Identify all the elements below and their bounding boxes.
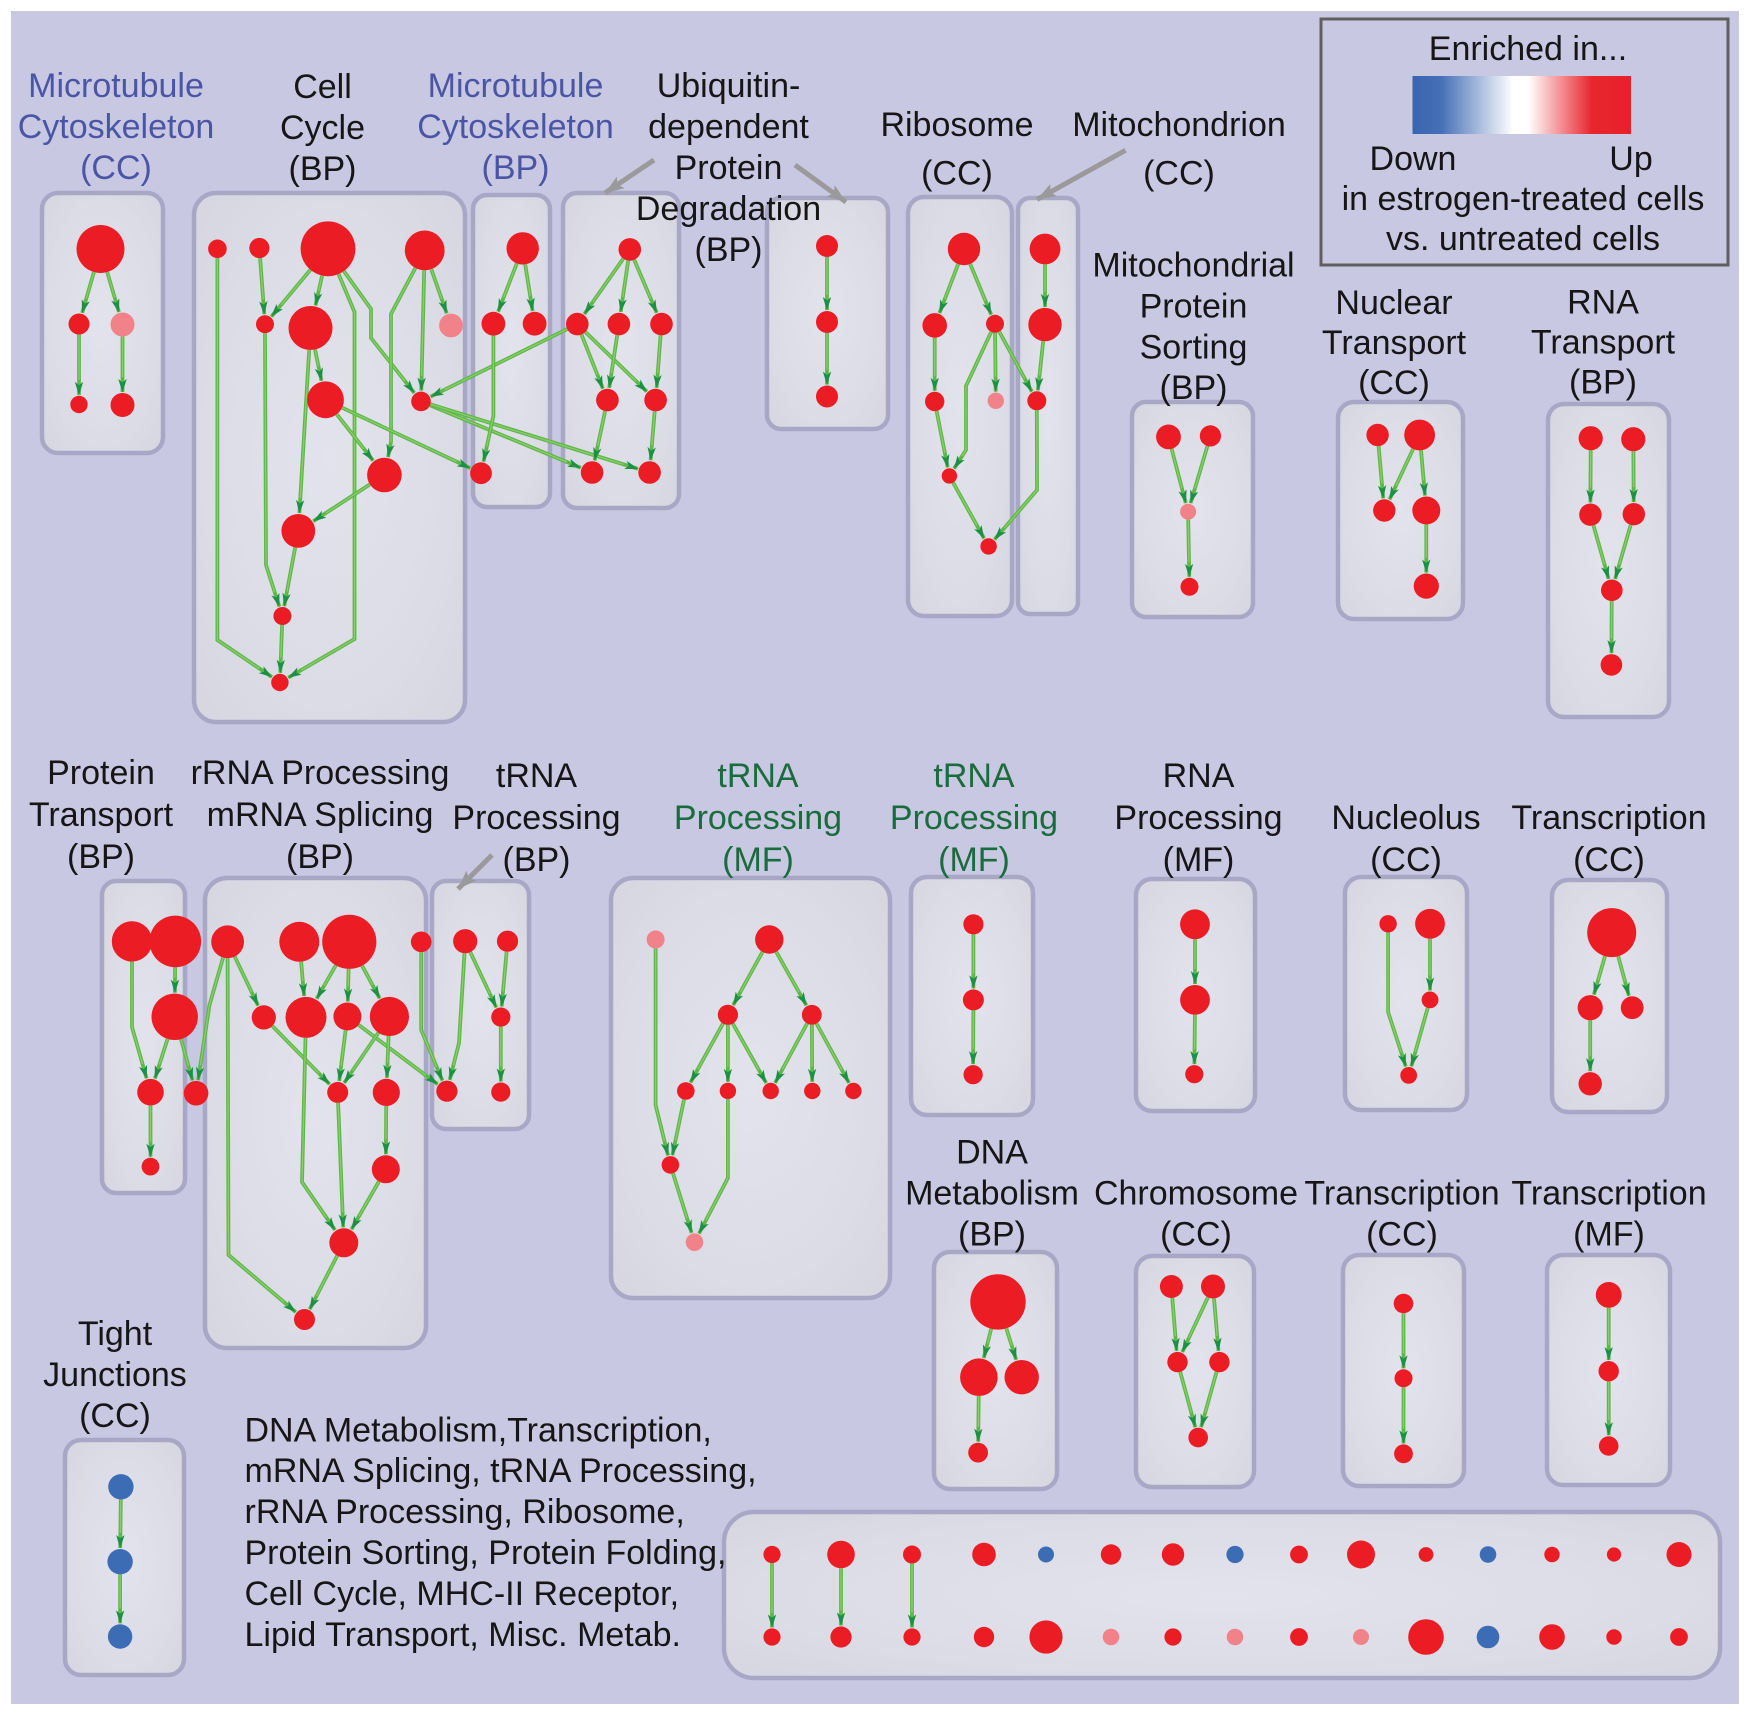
svg-text:(BP): (BP) [958, 1216, 1026, 1254]
svg-text:(BP): (BP) [482, 149, 550, 187]
svg-text:(CC): (CC) [1358, 364, 1430, 402]
svg-text:Cell: Cell [293, 68, 352, 106]
svg-text:(BP): (BP) [695, 231, 763, 269]
svg-text:Protein Sorting, Protein Foldi: Protein Sorting, Protein Folding, [245, 1534, 727, 1572]
svg-text:(MF): (MF) [1163, 841, 1235, 879]
svg-text:Cycle: Cycle [280, 109, 365, 147]
svg-text:Mitochondrion: Mitochondrion [1072, 106, 1286, 144]
svg-text:Processing: Processing [890, 799, 1058, 837]
svg-text:Junctions: Junctions [43, 1356, 187, 1394]
svg-text:Enriched in...: Enriched in... [1429, 30, 1627, 68]
svg-text:(BP): (BP) [289, 150, 357, 188]
svg-text:vs. untreated cells: vs. untreated cells [1386, 220, 1660, 258]
svg-text:Processing: Processing [674, 799, 842, 837]
svg-text:Up: Up [1609, 140, 1652, 178]
svg-text:Ubiquitin-: Ubiquitin- [657, 67, 801, 105]
svg-text:(BP): (BP) [286, 838, 354, 876]
svg-text:(MF): (MF) [1573, 1216, 1645, 1254]
svg-text:(BP): (BP) [67, 838, 135, 876]
svg-text:(CC): (CC) [1160, 1216, 1232, 1254]
svg-text:Sorting: Sorting [1140, 329, 1248, 367]
svg-text:(CC): (CC) [1143, 155, 1215, 193]
svg-text:Transport: Transport [1322, 324, 1467, 362]
svg-text:Transport: Transport [29, 796, 174, 834]
svg-text:Protein: Protein [47, 754, 155, 792]
svg-text:(CC): (CC) [921, 155, 993, 193]
svg-text:Nucleolus: Nucleolus [1331, 799, 1480, 837]
svg-text:(CC): (CC) [1366, 1216, 1438, 1254]
svg-text:tRNA: tRNA [717, 757, 799, 795]
svg-text:(CC): (CC) [80, 149, 152, 187]
svg-text:(MF): (MF) [938, 841, 1010, 879]
svg-text:(CC): (CC) [79, 1397, 151, 1435]
svg-text:Mitochondrial: Mitochondrial [1092, 247, 1294, 285]
svg-text:tRNA: tRNA [933, 757, 1015, 795]
svg-text:Metabolism: Metabolism [905, 1175, 1079, 1213]
svg-text:Lipid Transport, Misc. Metab.: Lipid Transport, Misc. Metab. [245, 1616, 682, 1654]
svg-text:(BP): (BP) [1160, 369, 1228, 407]
svg-text:(CC): (CC) [1573, 841, 1645, 879]
svg-text:mRNA Splicing: mRNA Splicing [207, 796, 434, 834]
svg-text:Transcription: Transcription [1511, 799, 1706, 837]
svg-text:Processing: Processing [452, 799, 620, 837]
svg-text:(CC): (CC) [1370, 841, 1442, 879]
svg-text:in estrogen-treated cells: in estrogen-treated cells [1342, 180, 1705, 218]
svg-text:Transport: Transport [1531, 324, 1676, 362]
svg-text:Transcription: Transcription [1304, 1175, 1499, 1213]
svg-text:Microtubule: Microtubule [28, 67, 204, 105]
svg-text:(BP): (BP) [503, 841, 571, 879]
svg-text:Cell Cycle, MHC-II Receptor,: Cell Cycle, MHC-II Receptor, [245, 1575, 680, 1613]
svg-text:(BP): (BP) [1569, 364, 1637, 402]
svg-text:Nuclear: Nuclear [1335, 284, 1452, 322]
svg-text:Processing: Processing [1114, 799, 1282, 837]
svg-text:rRNA Processing: rRNA Processing [191, 754, 450, 792]
svg-text:Protein: Protein [675, 149, 783, 187]
svg-text:Cytoskeleton: Cytoskeleton [18, 108, 215, 146]
svg-text:Protein: Protein [1140, 288, 1248, 326]
svg-text:Ribosome: Ribosome [880, 106, 1033, 144]
svg-text:dependent: dependent [648, 108, 809, 146]
svg-text:(MF): (MF) [722, 841, 794, 879]
svg-text:Microtubule: Microtubule [428, 67, 604, 105]
svg-text:Degradation: Degradation [636, 190, 821, 228]
svg-text:tRNA: tRNA [496, 757, 578, 795]
svg-text:Chromosome: Chromosome [1094, 1175, 1298, 1213]
svg-text:mRNA Splicing, tRNA Processing: mRNA Splicing, tRNA Processing, [245, 1452, 757, 1490]
svg-text:Tight: Tight [78, 1315, 153, 1353]
svg-text:RNA: RNA [1567, 284, 1639, 322]
svg-text:DNA: DNA [956, 1134, 1028, 1172]
svg-text:Down: Down [1370, 140, 1457, 178]
svg-text:DNA Metabolism,Transcription,: DNA Metabolism,Transcription, [245, 1411, 712, 1449]
svg-text:rRNA Processing, Ribosome,: rRNA Processing, Ribosome, [245, 1493, 685, 1531]
svg-text:RNA: RNA [1163, 757, 1235, 795]
svg-text:Transcription: Transcription [1511, 1175, 1706, 1213]
svg-text:Cytoskeleton: Cytoskeleton [417, 108, 614, 146]
